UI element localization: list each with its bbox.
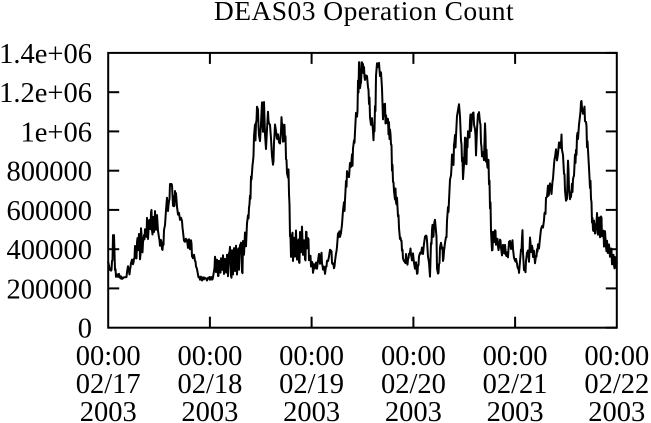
svg-text:02/18: 02/18 — [177, 369, 242, 400]
svg-text:2003: 2003 — [385, 397, 442, 423]
svg-text:2003: 2003 — [487, 397, 544, 423]
svg-text:2003: 2003 — [283, 397, 340, 423]
svg-text:0: 0 — [78, 314, 92, 345]
svg-text:400000: 400000 — [7, 235, 93, 266]
svg-text:200000: 200000 — [7, 274, 93, 305]
svg-text:00:00: 00:00 — [483, 341, 548, 372]
svg-text:00:00: 00:00 — [177, 341, 242, 372]
svg-text:00:00: 00:00 — [381, 341, 446, 372]
svg-text:00:00: 00:00 — [76, 341, 141, 372]
svg-text:00:00: 00:00 — [279, 341, 344, 372]
svg-text:600000: 600000 — [7, 196, 93, 227]
svg-text:2003: 2003 — [80, 397, 137, 423]
svg-text:2003: 2003 — [588, 397, 645, 423]
svg-text:2003: 2003 — [181, 397, 238, 423]
svg-text:00:00: 00:00 — [584, 341, 649, 372]
svg-text:02/21: 02/21 — [483, 369, 548, 400]
svg-text:1.2e+06: 1.2e+06 — [0, 78, 92, 109]
svg-text:02/20: 02/20 — [381, 369, 446, 400]
svg-text:1e+06: 1e+06 — [21, 117, 92, 148]
svg-text:800000: 800000 — [7, 157, 93, 188]
svg-text:02/17: 02/17 — [76, 369, 141, 400]
svg-text:02/22: 02/22 — [584, 369, 649, 400]
svg-text:DEAS03 Operation Count: DEAS03 Operation Count — [214, 0, 514, 26]
svg-text:1.4e+06: 1.4e+06 — [0, 39, 92, 70]
svg-text:02/19: 02/19 — [279, 369, 344, 400]
